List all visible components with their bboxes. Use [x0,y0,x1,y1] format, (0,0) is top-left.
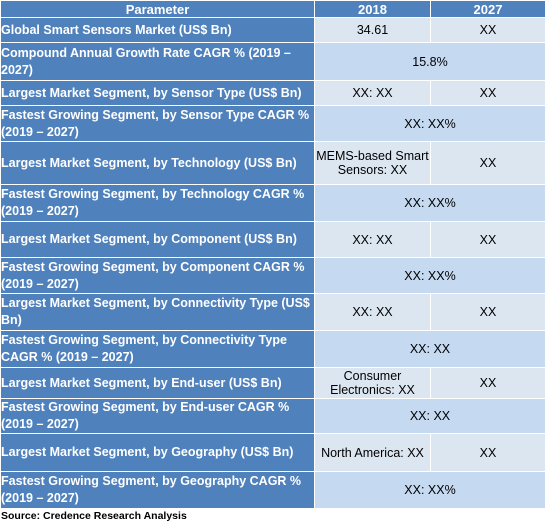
row-parameter: Largest Market Segment, by Connectivity … [0,293,315,331]
table-row: Fastest Growing Segment, by End-user CAG… [0,398,545,434]
column-header-parameter: Parameter [0,0,315,18]
table-row: Global Smart Sensors Market (US$ Bn) 34.… [0,17,545,43]
row-value-2027: XX [430,293,545,331]
row-parameter: Fastest Growing Segment, by Technology C… [0,184,315,222]
row-parameter: Fastest Growing Segment, by Sensor Type … [0,105,315,142]
row-value-2018: North America: XX [314,433,431,472]
row-value-2027: XX [430,433,545,472]
row-parameter: Global Smart Sensors Market (US$ Bn) [0,17,315,43]
row-parameter: Fastest Growing Segment, by Connectivity… [0,330,315,368]
row-value-merged: XX: XX% [314,184,545,222]
row-parameter: Largest Market Segment, by Sensor Type (… [0,80,315,106]
row-parameter: Largest Market Segment, by End-user (US$… [0,367,315,399]
row-parameter: Compound Annual Growth Rate CAGR % (2019… [0,42,315,81]
row-value-merged: XX: XX% [314,105,545,142]
table-row: Compound Annual Growth Rate CAGR % (2019… [0,42,545,81]
column-header-2018: 2018 [314,0,431,18]
row-value-2018: Consumer Electronics: XX [314,367,431,399]
table-header-row: Parameter 2018 2027 [0,0,545,18]
column-header-2027: 2027 [430,0,545,18]
row-value-merged: 15.8% [314,42,545,81]
table-row: Largest Market Segment, by Connectivity … [0,293,545,331]
row-parameter: Fastest Growing Segment, by Component CA… [0,257,315,294]
row-value-merged: XX: XX% [314,257,545,294]
row-value-merged: XX: XX [314,398,545,434]
row-value-merged: XX: XX% [314,471,545,509]
row-value-2018: XX: XX [314,221,431,258]
table-row: Fastest Growing Segment, by Technology C… [0,184,545,222]
row-parameter: Fastest Growing Segment, by End-user CAG… [0,398,315,434]
row-value-2018: XX: XX [314,80,431,106]
table-row: Fastest Growing Segment, by Sensor Type … [0,105,545,142]
row-value-2027: XX [430,221,545,258]
source-note: Source: Credence Research Analysis [1,510,187,522]
row-value-2027: XX [430,141,545,185]
table-row: Largest Market Segment, by Geography (US… [0,433,545,472]
row-parameter: Largest Market Segment, by Technology (U… [0,141,315,185]
row-parameter: Largest Market Segment, by Component (US… [0,221,315,258]
row-value-2027: XX [430,367,545,399]
row-parameter: Largest Market Segment, by Geography (US… [0,433,315,472]
table-row: Largest Market Segment, by Sensor Type (… [0,80,545,106]
table-row: Fastest Growing Segment, by Geography CA… [0,471,545,509]
table-row: Largest Market Segment, by Technology (U… [0,141,545,185]
row-value-2027: XX [430,80,545,106]
table-row: Fastest Growing Segment, by Component CA… [0,257,545,294]
row-value-2027: XX [430,17,545,43]
row-value-2018: XX: XX [314,293,431,331]
table-row: Largest Market Segment, by End-user (US$… [0,367,545,399]
table-row: Fastest Growing Segment, by Connectivity… [0,330,545,368]
row-value-2018: MEMS-based Smart Sensors: XX [314,141,431,185]
table-row: Largest Market Segment, by Component (US… [0,221,545,258]
row-value-2018: 34.61 [314,17,431,43]
row-parameter: Fastest Growing Segment, by Geography CA… [0,471,315,509]
market-summary-table: Parameter 2018 2027 Global Smart Sensors… [0,0,545,509]
row-value-merged: XX: XX [314,330,545,368]
